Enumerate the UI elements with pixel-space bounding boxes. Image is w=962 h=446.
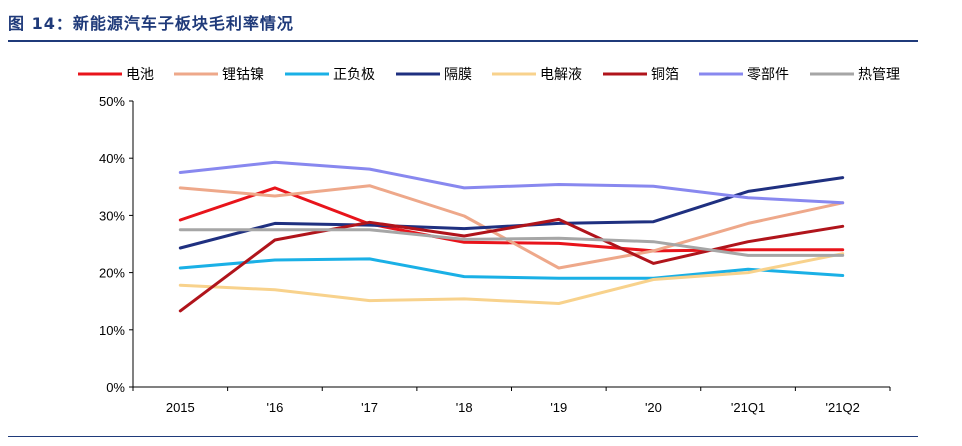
x-tick-label: '17 bbox=[361, 400, 378, 415]
series-line-4 bbox=[178, 252, 845, 305]
series-line-1 bbox=[178, 184, 845, 270]
y-tick-label: 30% bbox=[99, 208, 125, 223]
y-tick-label: 10% bbox=[99, 323, 125, 338]
legend-label: 隔膜 bbox=[444, 67, 472, 83]
legend-label: 铜箔 bbox=[651, 67, 679, 83]
series-lines bbox=[178, 160, 845, 313]
x-axis: 2015 '16 '17 '18 '19 '20 '21Q1 '21Q2 bbox=[132, 386, 891, 415]
x-tick-label: '19 bbox=[550, 400, 567, 415]
legend-label: 锂钴镍 bbox=[222, 67, 264, 83]
bottom-divider bbox=[8, 436, 918, 437]
legend-label: 零部件 bbox=[747, 67, 789, 83]
x-tick-label: '20 bbox=[645, 400, 662, 415]
series-line-7 bbox=[178, 228, 845, 257]
x-tick-label: 2015 bbox=[166, 400, 195, 415]
legend-label: 正负极 bbox=[333, 67, 375, 83]
x-tick-label: '16 bbox=[266, 400, 283, 415]
legend-label: 电池 bbox=[126, 67, 154, 83]
title-divider bbox=[8, 40, 918, 42]
x-tick-label: '21Q2 bbox=[826, 400, 860, 415]
x-tick-label: '21Q1 bbox=[731, 400, 765, 415]
figure-title: 图 14：新能源汽车子板块毛利率情况 bbox=[8, 14, 294, 33]
legend-label: 电解液 bbox=[540, 67, 582, 83]
y-tick-label: 50% bbox=[99, 94, 125, 109]
y-axis: 0% 10% 20% 30% 40% 50% bbox=[99, 94, 134, 395]
y-tick-label: 20% bbox=[99, 266, 125, 281]
series-line-6 bbox=[178, 160, 845, 205]
legend-label: 热管理 bbox=[858, 67, 900, 83]
y-tick-label: 40% bbox=[99, 151, 125, 166]
y-tick-label: 0% bbox=[106, 380, 125, 395]
series-line-2 bbox=[178, 257, 845, 280]
chart-legend: 电池 锂钴镍 正负极 隔膜 电解液 铜箔 零部件 热管理 bbox=[78, 67, 900, 83]
x-tick-label: '18 bbox=[456, 400, 473, 415]
series-line-5 bbox=[178, 217, 845, 313]
